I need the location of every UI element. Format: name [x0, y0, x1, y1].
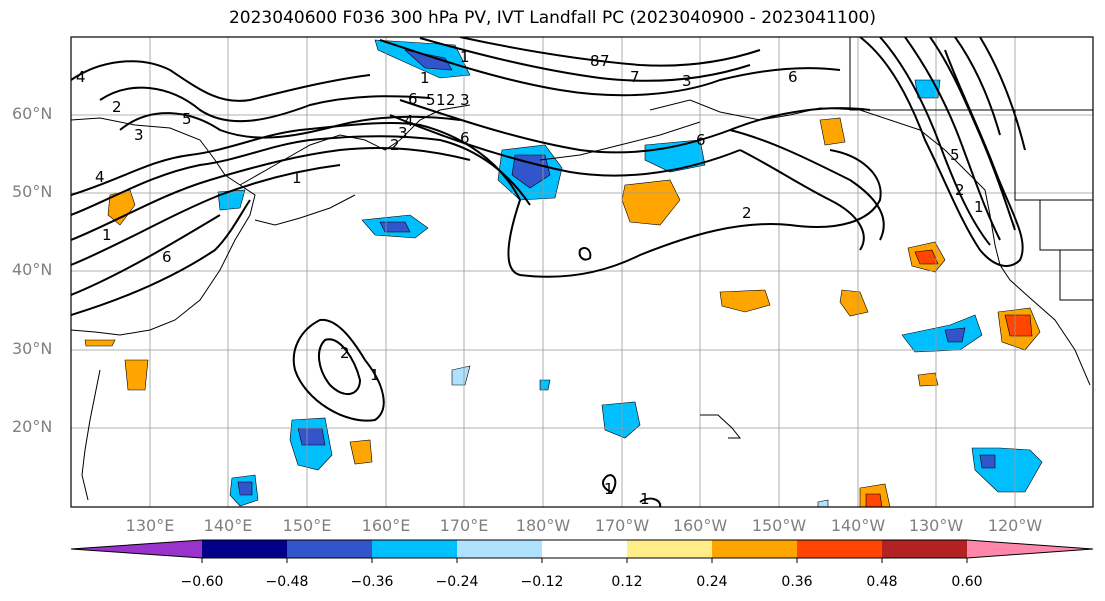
lon-label: 160°E — [361, 516, 411, 535]
contour-label: 7 — [630, 68, 640, 86]
coastlines — [71, 37, 1093, 501]
contour-label: 7 — [600, 52, 610, 70]
colorbar-segment — [372, 540, 457, 558]
contour-label: 6 — [696, 131, 706, 149]
contour-lines — [71, 37, 1026, 507]
colorbar-tick-label: −0.36 — [350, 574, 394, 590]
colorbar-segment — [457, 540, 542, 558]
colorbar-segment — [797, 540, 882, 558]
contour-label: 1 — [102, 226, 112, 244]
colorbar-segment — [287, 540, 372, 558]
colorbar-segment — [202, 540, 287, 558]
lon-label: 140°E — [203, 516, 253, 535]
lat-label: 60°N — [12, 104, 53, 123]
lon-label: 120°W — [987, 516, 1043, 535]
contour-label: 1 — [460, 48, 470, 66]
colorbar-tick-label: 0.48 — [866, 574, 898, 590]
lat-label: 20°N — [12, 417, 53, 436]
lon-label: 160°W — [672, 516, 728, 535]
lon-label: 130°E — [125, 516, 175, 535]
contour-label: 8 — [590, 52, 600, 70]
colorbar-segment — [627, 540, 712, 558]
contour-label: 1 — [436, 91, 446, 109]
contour-label: 2 — [742, 204, 752, 222]
colorbar-tick-label: −0.24 — [435, 574, 479, 590]
contour-label: 1 — [604, 480, 614, 498]
contour-label-group: 4 2 3 5 4 1 6 2 1 6 1 1 1 3 2 1 6 5 4 3 … — [76, 48, 984, 508]
contour-label: 2 — [390, 136, 400, 154]
map-frame — [70, 36, 1094, 508]
map-title: 2023040600 F036 300 hPa PV, IVT Landfall… — [228, 8, 876, 28]
colorbar-tick-label: −0.48 — [265, 574, 309, 590]
lon-label: 170°E — [439, 516, 489, 535]
contour-label: 6 — [460, 129, 470, 147]
contour-label: 1 — [974, 198, 984, 216]
contour-label: 2 — [446, 91, 456, 109]
contour-label: 1 — [292, 169, 302, 187]
lat-label: 50°N — [12, 182, 53, 201]
contour-label: 2 — [112, 98, 122, 116]
colorbar-segment — [712, 540, 797, 558]
contour-label: 5 — [950, 146, 960, 164]
lon-label: 130°W — [908, 516, 964, 535]
colorbar-tick-label: 0.24 — [696, 574, 728, 590]
contour-label: 3 — [134, 126, 144, 144]
contour-label: 5 — [426, 91, 436, 109]
contour-label: 6 — [408, 90, 418, 108]
colorbar-tick-label: 0.60 — [951, 574, 983, 590]
lon-label: 150°E — [282, 516, 332, 535]
lon-label: 170°W — [594, 516, 650, 535]
map-gridlines — [71, 37, 1093, 507]
contour-label: 1 — [370, 366, 380, 384]
contour-label: 4 — [76, 68, 86, 86]
lon-label: 140°W — [830, 516, 886, 535]
colorbar-segment — [542, 540, 627, 558]
colorbar — [70, 539, 1094, 563]
contour-label: 2 — [340, 344, 350, 362]
colorbar-segment — [882, 540, 967, 558]
colorbar-tick-label: −0.12 — [520, 574, 564, 590]
contour-label: 3 — [460, 91, 470, 109]
colorbar-segment — [967, 540, 1093, 558]
contour-label: 4 — [95, 168, 105, 186]
colorbar-segment — [71, 540, 202, 558]
contour-label: 2 — [955, 181, 965, 199]
colorbar-tick-label: 0.12 — [611, 574, 643, 590]
lon-label: 180°W — [515, 516, 571, 535]
contour-label: 3 — [398, 124, 408, 142]
contour-label: 6 — [788, 68, 798, 86]
colorbar-tick-label: −0.60 — [180, 574, 224, 590]
contour-label: 1 — [420, 69, 430, 87]
colorbar-ticks — [201, 558, 968, 563]
colorbar-tick-label: 0.36 — [781, 574, 813, 590]
lon-label: 150°W — [751, 516, 807, 535]
contour-label: 5 — [182, 110, 192, 128]
contour-label: 3 — [682, 72, 692, 90]
contour-label: 1 — [640, 490, 650, 508]
contour-label: 6 — [162, 248, 172, 266]
lat-label: 40°N — [12, 260, 53, 279]
contour-label: 4 — [404, 112, 414, 130]
lat-label: 30°N — [12, 339, 53, 358]
